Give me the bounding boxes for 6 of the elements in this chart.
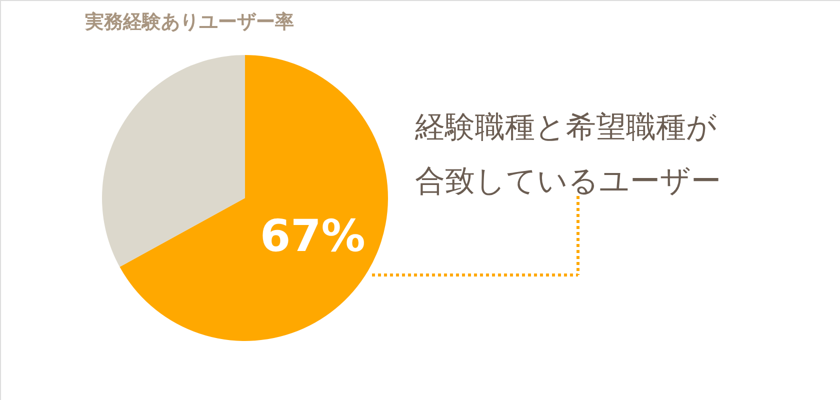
data-label: 67% [260, 211, 366, 262]
text: 合致しているユーザー [415, 164, 721, 199]
pie-slice [120, 55, 388, 341]
pie-slice [102, 55, 245, 267]
text: 経験職種と希望職種が [414, 110, 717, 145]
chart-title: 実務経験ありユーザー率 [84, 11, 294, 33]
